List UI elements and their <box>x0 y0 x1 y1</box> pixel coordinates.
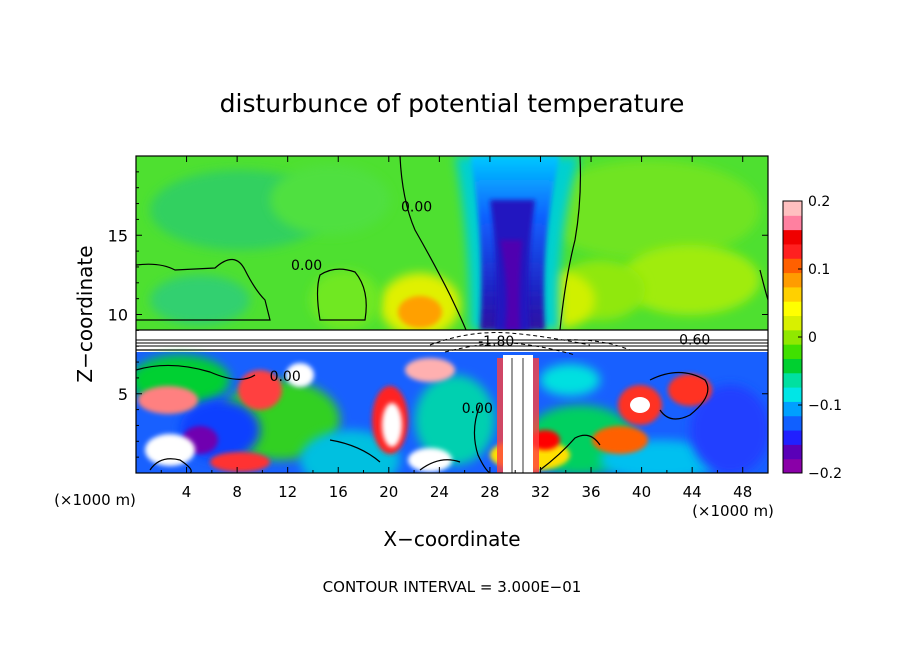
x-tick-label: 40 <box>632 483 651 501</box>
x-tick-label: 32 <box>531 483 550 501</box>
contour-label: 0.00 <box>270 369 301 385</box>
contour-interval-note: CONTOUR INTERVAL = 3.000E−01 <box>323 578 582 596</box>
colorbar-tick-label: 0 <box>808 330 817 346</box>
x-tick-label: 12 <box>278 483 297 501</box>
contour-label: 0.00 <box>291 258 322 274</box>
colorbar <box>783 201 802 474</box>
x-tick-label: 44 <box>683 483 702 501</box>
contour-label: 0.60 <box>679 333 710 349</box>
x-tick-label: 48 <box>733 483 752 501</box>
colorbar-segment <box>783 372 802 388</box>
y-tick-label: 10 <box>108 306 128 325</box>
y-tick-label: 5 <box>118 385 128 404</box>
contour-label: 0.00 <box>401 199 432 215</box>
y-axis: 5 10 15 <box>108 171 768 458</box>
plot-area <box>136 156 768 473</box>
x-tick-label: 24 <box>430 483 449 501</box>
contour-labels: 0.00 0.00 0.00 0.60 -1.80 0.00 <box>270 199 711 416</box>
colorbar-segment <box>783 387 802 402</box>
contour-label: -1.80 <box>478 334 514 350</box>
colorbar-ticks: 0.2 0.1 0 −0.1 −0.2 <box>798 194 842 482</box>
y-axis-label: Z−coordinate <box>73 245 97 382</box>
colorbar-segment <box>783 358 802 374</box>
colorbar-segment <box>783 215 802 231</box>
colorbar-segment <box>783 272 802 288</box>
colorbar-segment <box>783 458 802 474</box>
contour-label: 0.00 <box>462 401 493 417</box>
colorbar-segment <box>783 344 802 359</box>
x-unit-left: (×1000 m) <box>54 491 136 509</box>
x-tick-label: 4 <box>182 483 192 501</box>
x-tick-label: 16 <box>329 483 348 501</box>
colorbar-segment <box>783 229 802 245</box>
inversion-band <box>136 329 768 352</box>
x-unit-right: (×1000 m) <box>692 502 774 520</box>
x-tick-label: 36 <box>581 483 600 501</box>
x-tick-label: 20 <box>379 483 398 501</box>
colorbar-tick-label: −0.1 <box>808 398 842 414</box>
x-tick-label: 8 <box>232 483 242 501</box>
colorbar-segment <box>783 329 802 345</box>
colorbar-segment <box>783 286 802 302</box>
colorbar-tick-label: 0.2 <box>808 194 830 210</box>
x-axis: 4 8 12 16 20 24 28 32 36 40 44 48 <box>160 156 752 501</box>
y-tick-label: 15 <box>108 226 128 245</box>
colorbar-segment <box>783 415 802 431</box>
x-tick-label: 28 <box>480 483 499 501</box>
colorbar-segment <box>783 301 802 317</box>
colorbar-tick-label: −0.2 <box>808 466 842 482</box>
colorbar-segment <box>783 430 802 445</box>
colorbar-segment <box>783 315 802 331</box>
colorbar-segment <box>783 243 802 259</box>
colorbar-tick-label: 0.1 <box>808 262 830 278</box>
chart-title: disturbunce of potential temperature <box>220 89 685 118</box>
colorbar-segment <box>783 258 802 274</box>
colorbar-frame <box>782 200 803 474</box>
colorbar-segment <box>783 444 802 460</box>
contour-lines <box>136 156 768 473</box>
colorbar-segment <box>783 201 802 216</box>
upper-field <box>136 156 768 337</box>
colorbar-segment <box>783 401 802 417</box>
dashed-contours <box>429 332 631 356</box>
x-axis-label: X−coordinate <box>383 527 520 551</box>
